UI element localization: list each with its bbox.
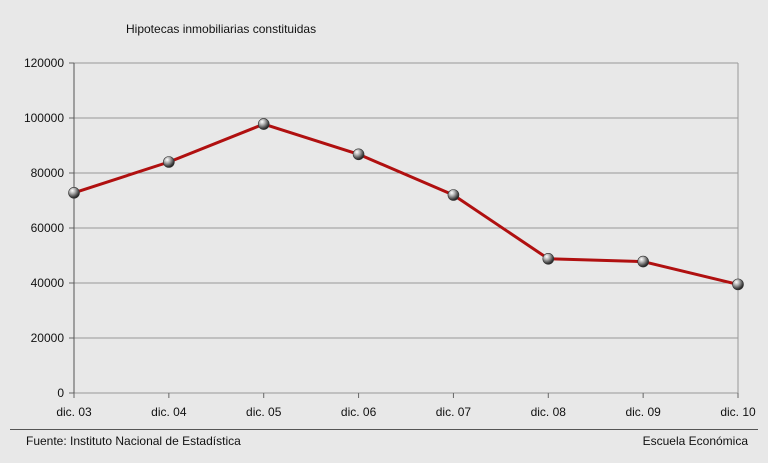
footer-divider [10, 429, 758, 430]
x-tick-label: dic. 08 [531, 405, 567, 419]
y-tick-label: 40000 [31, 276, 65, 290]
data-point-marker[interactable] [542, 252, 555, 265]
data-point-marker[interactable] [732, 278, 744, 291]
data-point-marker[interactable] [447, 189, 460, 201]
x-tick-label: dic. 03 [56, 405, 92, 419]
y-tick-label: 80000 [31, 166, 65, 180]
credit-note: Escuela Económica [642, 434, 748, 448]
data-point-marker[interactable] [163, 156, 175, 168]
x-tick-label: dic. 07 [436, 405, 472, 419]
marker-layer [68, 118, 744, 291]
x-tick-label: dic. 05 [246, 405, 282, 419]
x-tick-label: dic. 06 [341, 405, 377, 419]
data-point-marker[interactable] [68, 187, 80, 199]
x-tick-label: dic. 09 [625, 405, 661, 419]
data-point-marker[interactable] [352, 148, 365, 161]
data-point-marker[interactable] [637, 255, 649, 268]
chart-title: Hipotecas inmobiliarias constituidas [126, 22, 317, 36]
y-tick-label: 100000 [24, 111, 64, 125]
y-tick-label: 120000 [24, 56, 64, 70]
y-tick-label: 60000 [31, 221, 65, 235]
x-tick-label: dic. 10 [720, 405, 756, 419]
y-tick-label: 0 [57, 386, 64, 400]
grid-layer [74, 62, 739, 394]
source-note: Fuente: Instituto Nacional de Estadístic… [26, 434, 241, 448]
data-point-marker[interactable] [257, 118, 270, 130]
axis-layer: 0 20000 40000 60000 80000 100000 120000 dic. 03… [24, 56, 756, 419]
series-line [73, 122, 739, 286]
series-layer [73, 122, 739, 286]
y-tick-label: 20000 [31, 331, 65, 345]
x-tick-label: dic. 04 [151, 405, 187, 419]
